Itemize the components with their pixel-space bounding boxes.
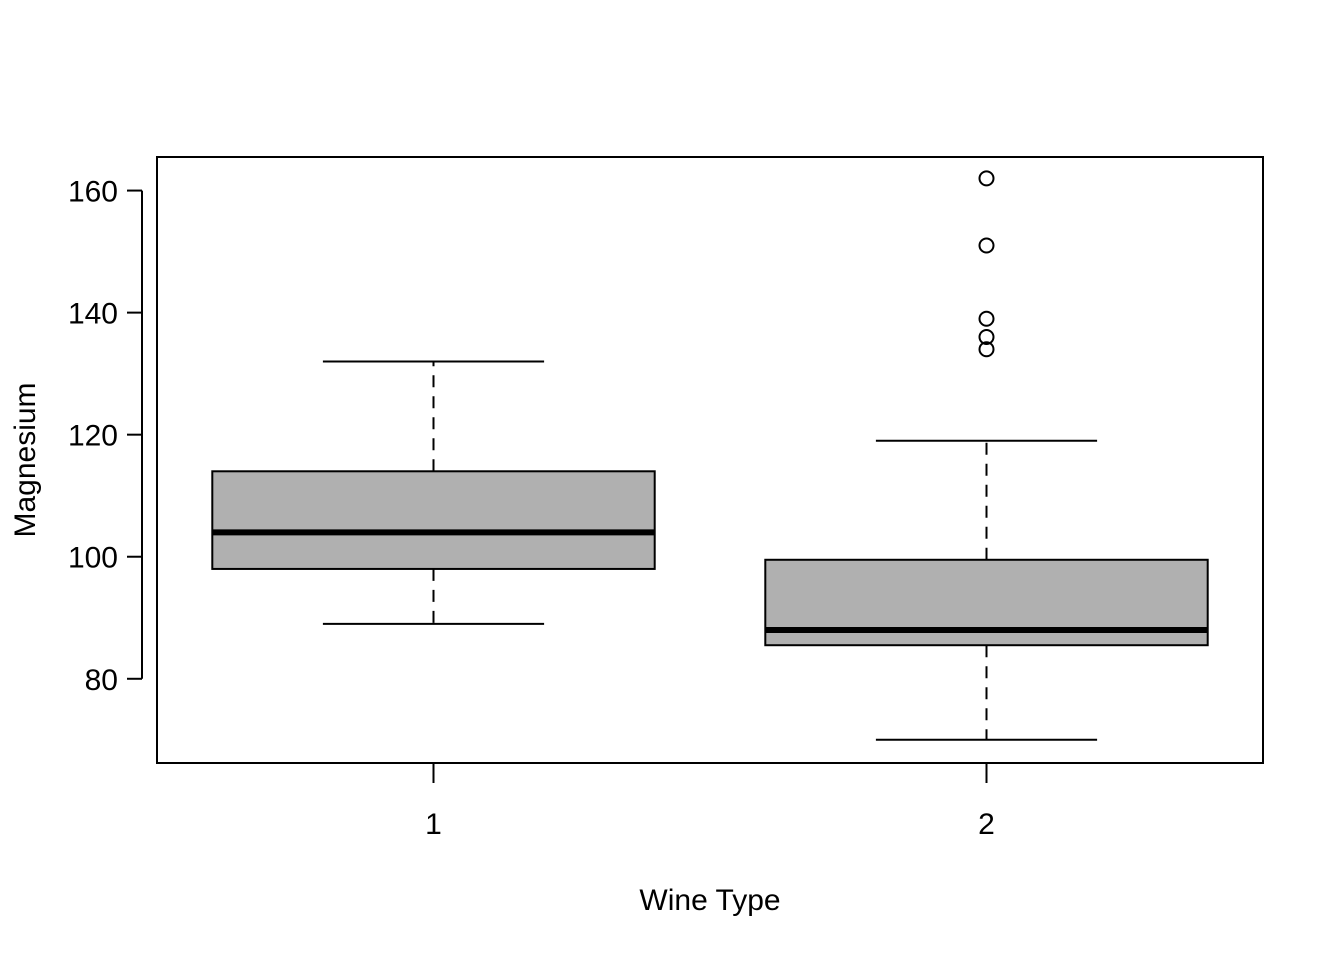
- boxes: [211, 170, 1209, 741]
- outlier-point: [978, 310, 995, 327]
- outlier-point: [978, 170, 995, 187]
- outlier-point: [978, 329, 995, 346]
- x-tick-label: 1: [425, 808, 442, 841]
- box-group-2: [764, 170, 1209, 741]
- y-tick-label: 120: [68, 420, 118, 453]
- plot-frame: [156, 156, 1264, 764]
- y-axis: 80 100 120 140 160: [68, 176, 143, 697]
- x-axis-label: Wine Type: [639, 884, 780, 917]
- y-axis-label: Magnesium: [9, 382, 42, 537]
- outlier-point: [978, 341, 995, 358]
- y-tick-label: 100: [68, 542, 118, 575]
- box-iqr: [211, 470, 656, 570]
- y-tick-label: 80: [85, 664, 118, 697]
- x-tick-label: 2: [978, 808, 995, 841]
- outlier-point: [978, 237, 995, 254]
- y-tick-label: 140: [68, 298, 118, 331]
- y-tick-label: 160: [68, 176, 118, 209]
- box-group-1: [211, 360, 656, 625]
